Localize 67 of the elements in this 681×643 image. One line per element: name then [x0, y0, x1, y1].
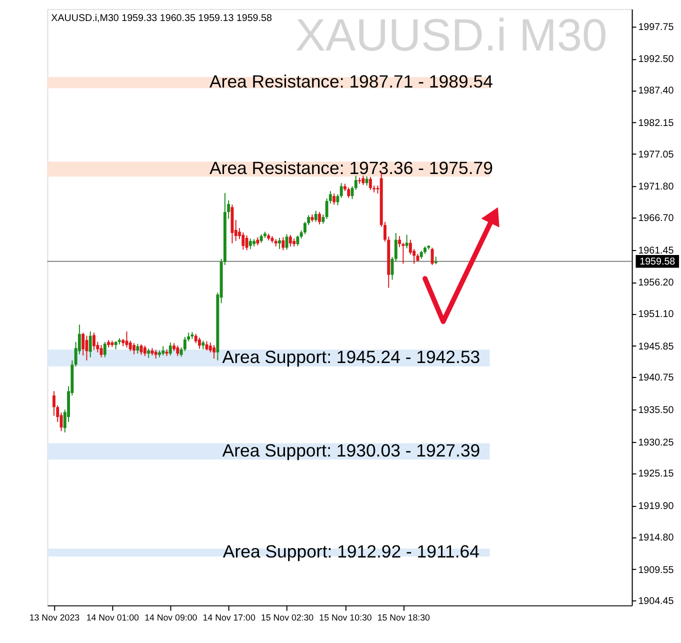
candlestick	[282, 236, 285, 251]
band-label: Area Resistance: 1987.71 - 1989.54	[209, 72, 494, 92]
candlestick	[278, 237, 281, 250]
x-tick-label: 15 Nov 02:30	[260, 612, 314, 623]
y-tick-label: 1987.40	[638, 86, 674, 97]
candlestick	[365, 176, 368, 186]
y-tick-label: 1966.70	[638, 213, 674, 224]
x-tick-label: 15 Nov 18:30	[377, 612, 430, 623]
candlestick	[405, 234, 408, 249]
candlestick	[347, 186, 350, 198]
candlestick	[314, 210, 318, 222]
x-tick-label: 15 Nov 10:30	[319, 612, 372, 623]
candlestick	[318, 212, 321, 225]
y-tick-label: 1925.15	[638, 468, 674, 480]
candlestick	[88, 330, 92, 358]
candlestick	[288, 234, 292, 248]
candlestick	[147, 348, 150, 358]
band-label: Area Support: 1930.03 - 1927.39	[222, 440, 480, 460]
candlestick	[85, 335, 88, 361]
x-tick-label: 13 Nov 2023	[29, 612, 80, 623]
y-tick-label: 1945.85	[638, 341, 674, 352]
y-tick-label: 1940.75	[638, 372, 674, 384]
candlestick	[354, 175, 358, 190]
y-tick-label: 1982.15	[638, 118, 674, 129]
candlestick	[362, 175, 365, 186]
candlestick	[125, 330, 128, 348]
y-tick-label: 1930.25	[638, 437, 674, 448]
candlestick	[92, 332, 96, 350]
candlestick	[322, 214, 325, 224]
candlestick	[336, 194, 340, 206]
candlestick	[128, 340, 132, 352]
candlestick	[248, 238, 252, 250]
band-label: Area Resistance: 1973.36 - 1975.79	[209, 158, 493, 178]
x-tick-label: 14 Nov 01:00	[86, 612, 140, 623]
candlestick	[132, 342, 136, 355]
chart-subtitle: XAUUSD.i,M30 1959.33 1960.35 1959.13 1959.58	[51, 12, 272, 24]
candlestick	[143, 345, 146, 357]
candlestick	[340, 182, 343, 198]
x-tick-label: 14 Nov 09:00	[144, 612, 198, 623]
ref-line-label: 1959.58	[640, 256, 676, 268]
y-tick-label: 1971.80	[638, 182, 674, 193]
y-tick-label: 1977.05	[638, 149, 674, 160]
candlestick	[332, 193, 336, 206]
y-tick-label: 1956.20	[638, 278, 674, 289]
candlestick	[168, 342, 172, 356]
y-tick-label: 1919.90	[638, 501, 674, 512]
candlestick	[176, 345, 180, 357]
candlestick	[212, 344, 216, 360]
candlestick	[103, 341, 106, 358]
y-tick-label: 1935.50	[638, 405, 674, 416]
y-tick-label: 1997.75	[638, 22, 674, 33]
y-tick-label: 1951.10	[638, 309, 674, 320]
y-tick-label: 1914.80	[638, 532, 674, 544]
candlestick	[242, 232, 245, 250]
y-tick-label: 1909.55	[638, 564, 674, 576]
candlestick	[136, 343, 140, 354]
candlestick	[198, 337, 201, 350]
band-label: Area Support: 1945.24 - 1942.53	[222, 346, 480, 367]
y-tick-label: 1904.45	[638, 596, 674, 608]
candlestick	[140, 344, 143, 356]
candlestick	[368, 176, 372, 190]
y-tick-label: 1961.45	[638, 245, 674, 256]
band-label: Area Support: 1912.92 - 1911.64	[222, 541, 480, 562]
y-tick-label: 1992.50	[638, 54, 674, 66]
candlestick	[296, 234, 300, 246]
x-tick-label: 14 Nov 17:00	[202, 612, 256, 623]
candlestick	[162, 346, 165, 356]
